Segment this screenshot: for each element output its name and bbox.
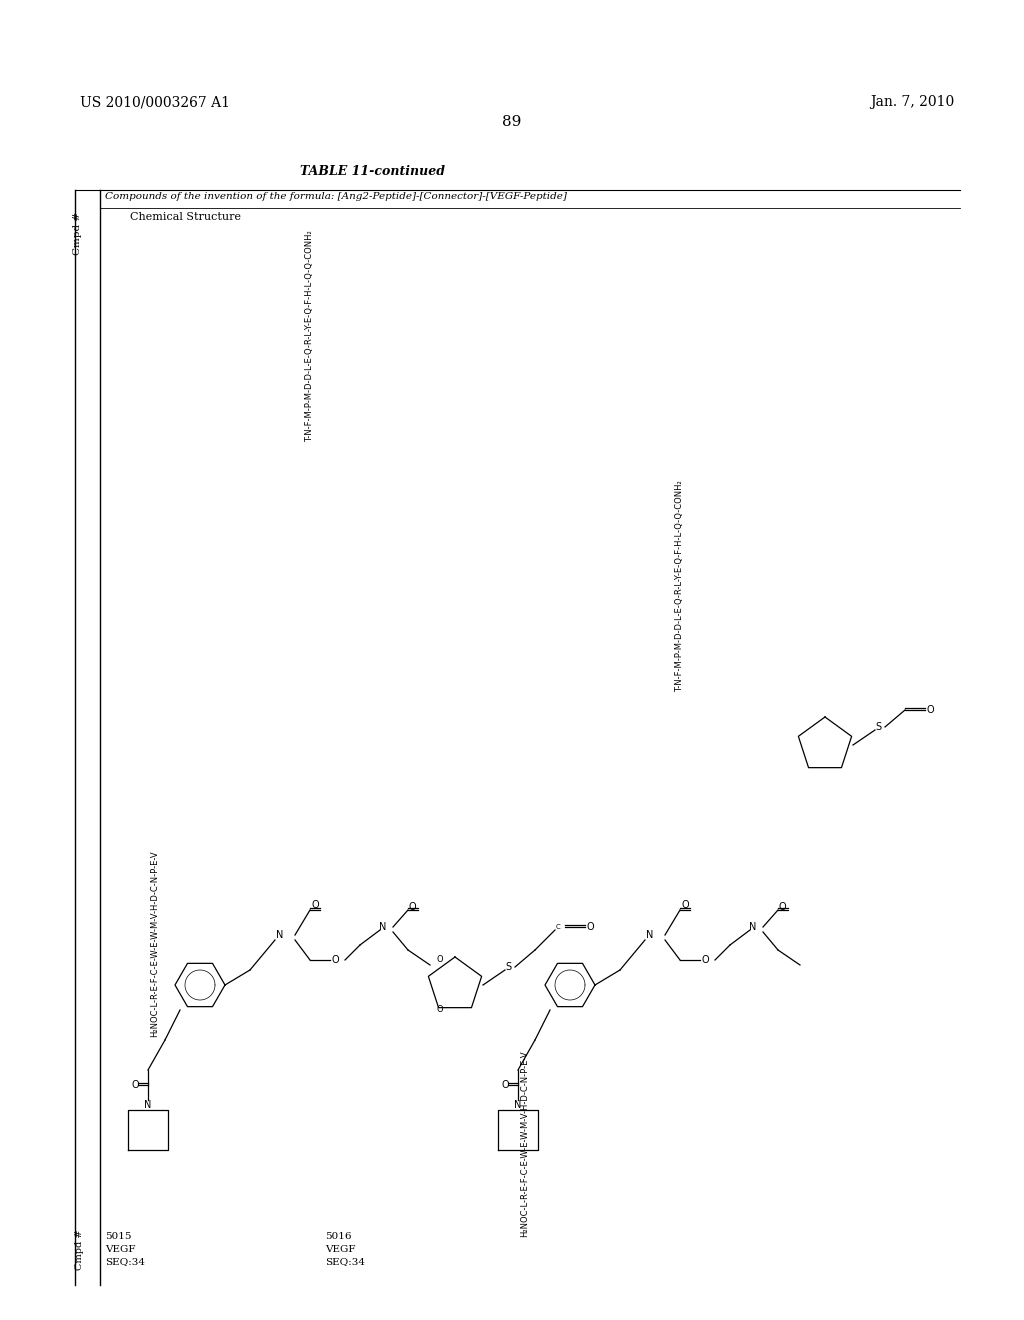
Text: O: O (681, 900, 689, 909)
Text: TABLE 11-continued: TABLE 11-continued (300, 165, 445, 178)
Text: O: O (501, 1080, 509, 1090)
Text: Cmpd #: Cmpd # (76, 1230, 85, 1270)
Text: S: S (505, 962, 511, 972)
Text: Chemical Structure: Chemical Structure (130, 213, 241, 222)
Text: O: O (311, 900, 318, 909)
Text: T-N-F-M-P-M-D-D-L-E-Q-R-L-Y-E-Q-F-H-L-Q-Q-CONH₂: T-N-F-M-P-M-D-D-L-E-Q-R-L-Y-E-Q-F-H-L-Q-… (676, 480, 684, 692)
Text: H₂NOC-L-R-E-F-C-E-W-E-W-M-V-H-D-C-N-P-E-V: H₂NOC-L-R-E-F-C-E-W-E-W-M-V-H-D-C-N-P-E-… (520, 1049, 529, 1237)
Text: T-N-F-M-P-M-D-D-L-E-Q-R-L-Y-E-Q-F-H-L-Q-Q-CONH₂: T-N-F-M-P-M-D-D-L-E-Q-R-L-Y-E-Q-F-H-L-Q-… (305, 230, 314, 442)
Text: N: N (646, 931, 653, 940)
Text: O: O (331, 954, 339, 965)
Text: N: N (379, 921, 387, 932)
Text: 5016
VEGF
SEQ:34: 5016 VEGF SEQ:34 (325, 1232, 365, 1266)
Text: C: C (556, 924, 560, 931)
Text: O: O (409, 902, 416, 912)
Text: O: O (778, 902, 785, 912)
Text: Compounds of the invention of the formula: [Ang2-Peptide]-[Connector]-[VEGF-Pept: Compounds of the invention of the formul… (105, 191, 567, 201)
Text: O: O (701, 954, 709, 965)
Text: N: N (144, 1100, 152, 1110)
Text: N: N (276, 931, 284, 940)
Text: 5015
VEGF
SEQ:34: 5015 VEGF SEQ:34 (105, 1232, 145, 1266)
Text: O: O (131, 1080, 139, 1090)
Text: N: N (750, 921, 757, 932)
Text: 89: 89 (503, 115, 521, 129)
Text: Jan. 7, 2010: Jan. 7, 2010 (870, 95, 954, 110)
Text: H₂NOC-L-R-E-F-C-E-W-E-W-M-V-H-D-C-N-P-E-V: H₂NOC-L-R-E-F-C-E-W-E-W-M-V-H-D-C-N-P-E-… (151, 850, 160, 1036)
Text: US 2010/0003267 A1: US 2010/0003267 A1 (80, 95, 230, 110)
Text: N: N (514, 1100, 521, 1110)
Text: O: O (586, 921, 594, 932)
Text: O: O (926, 705, 934, 715)
Text: O: O (436, 1006, 443, 1015)
Text: O: O (436, 956, 443, 965)
Text: Cmpd #: Cmpd # (74, 213, 83, 255)
Text: S: S (874, 722, 881, 733)
